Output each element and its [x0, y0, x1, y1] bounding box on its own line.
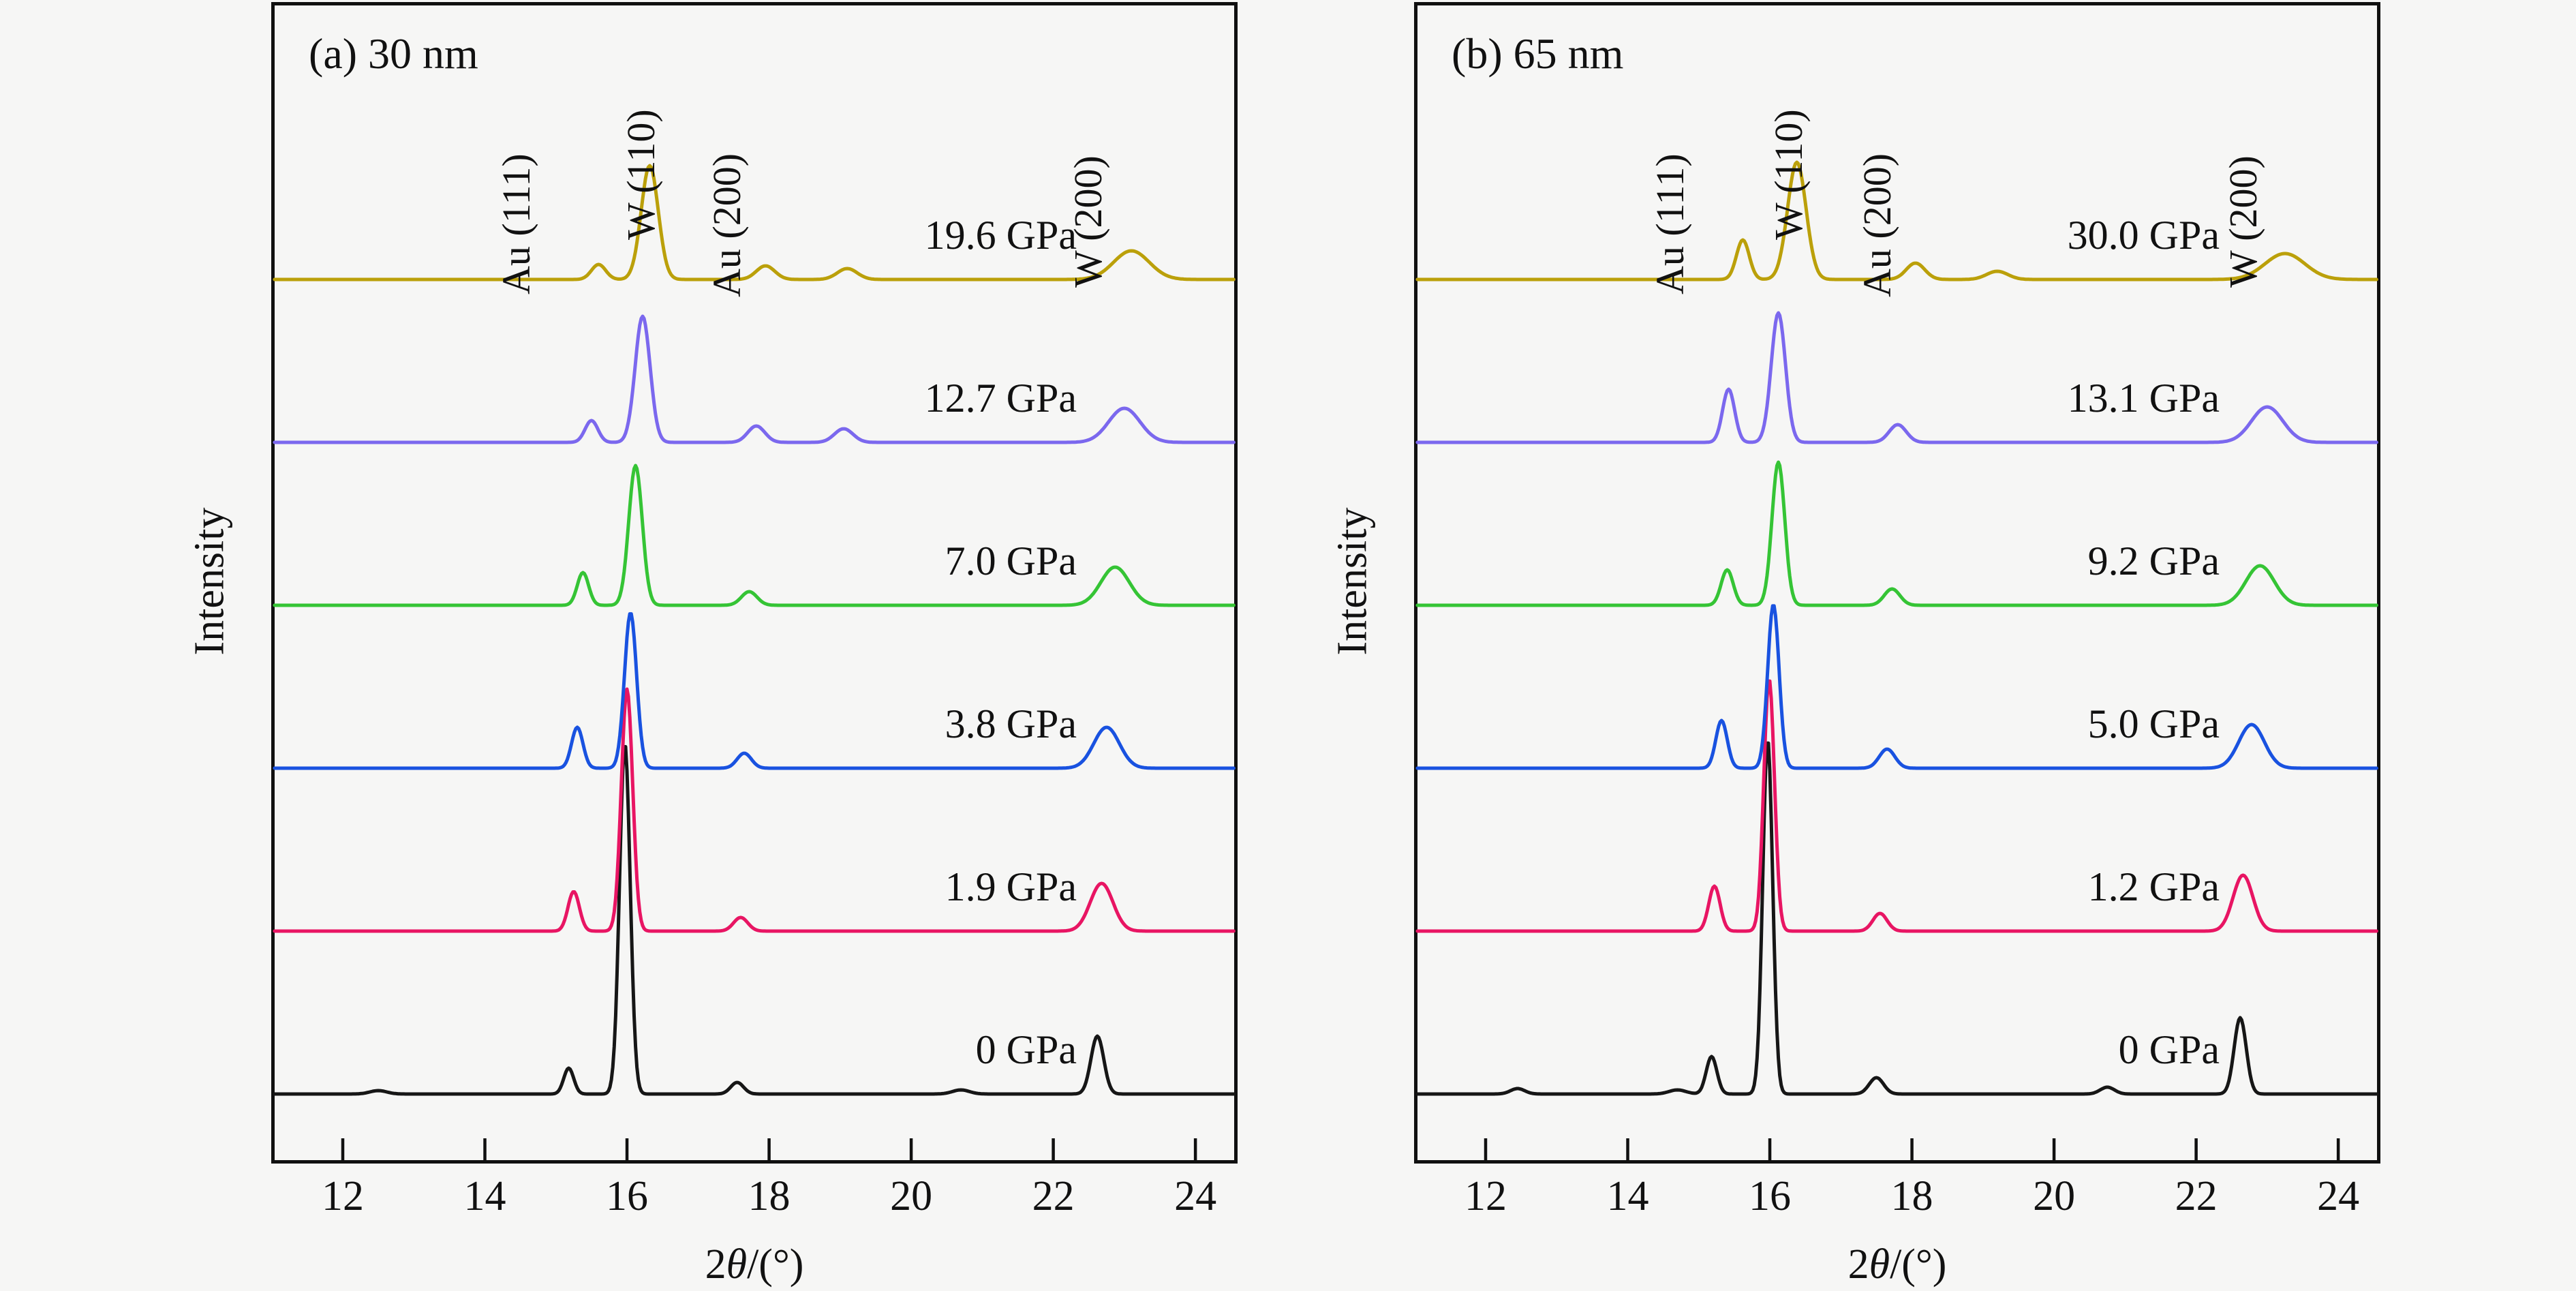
pressure-label-1-9-gpa: 1.9 GPa: [945, 864, 1077, 909]
x-tick-label-24: 24: [2317, 1173, 2360, 1219]
pressure-label-0-gpa: 0 GPa: [2118, 1027, 2220, 1072]
panel-a-plot: [273, 164, 1236, 1160]
pressure-label-3-8-gpa: 3.8 GPa: [945, 701, 1077, 746]
peak-label-au-200: Au (200): [704, 153, 749, 297]
x-tick-label-12: 12: [322, 1173, 364, 1219]
curve-0-gpa: [273, 745, 1236, 1096]
xlabel-prefix: 2: [705, 1241, 726, 1288]
peak-label-au-200: Au (200): [1855, 153, 1900, 297]
panel-a-x-axis-label: 2θ/(°): [275, 1241, 1234, 1289]
xlabel-suffix: /(°): [747, 1241, 804, 1288]
curve-30-0-gpa: [1415, 160, 2378, 282]
peak-label-au-111: Au (111): [1647, 153, 1692, 294]
x-tick-label-18: 18: [748, 1173, 791, 1219]
x-tick-label-14: 14: [463, 1173, 506, 1219]
peak-label-w-200: W (200): [1066, 155, 1111, 288]
curve-12-7-gpa: [273, 314, 1236, 444]
x-tick-label-16: 16: [1749, 1173, 1792, 1219]
x-tick-label-22: 22: [1032, 1173, 1075, 1219]
pressure-label-12-7-gpa: 12.7 GPa: [924, 376, 1077, 421]
pressure-label-30-0-gpa: 30.0 GPa: [2067, 213, 2220, 258]
peak-label-w-200: W (200): [2221, 155, 2266, 288]
curve-7-0-gpa: [273, 464, 1236, 607]
x-tick-label-20: 20: [2033, 1173, 2076, 1219]
panel-b-y-axis-label: Intensity: [1329, 507, 1376, 656]
pressure-label-7-0-gpa: 7.0 GPa: [945, 538, 1077, 583]
curve-9-2-gpa: [1415, 460, 2378, 607]
panel-a-y-axis-label: Intensity: [186, 507, 233, 656]
curve-0-gpa: [1415, 741, 2378, 1096]
x-tick-label-14: 14: [1606, 1173, 1649, 1219]
x-tick-label-12: 12: [1465, 1173, 1507, 1219]
peak-label-au-111: Au (111): [494, 153, 539, 294]
x-tick-label-16: 16: [606, 1173, 649, 1219]
x-tick-label-24: 24: [1174, 1173, 1217, 1219]
panel-b-x-axis-label: 2θ/(°): [1417, 1241, 2377, 1289]
panel-a: (a) 30 nm Intensity 2θ/(°) 12 14 16 18 20 22 2…: [187, 2, 1238, 1288]
xlabel-prefix: 2: [1847, 1241, 1869, 1288]
pressure-label-19-6-gpa: 19.6 GPa: [924, 213, 1077, 258]
panel-b-title: (b) 65 nm: [1452, 29, 1624, 78]
pressure-label-5-0-gpa: 5.0 GPa: [2087, 701, 2220, 746]
curve-5-0-gpa: [1415, 604, 2378, 770]
xlabel-suffix: /(°): [1890, 1241, 1947, 1288]
xlabel-theta-symbol: θ: [1869, 1241, 1890, 1288]
pressure-label-0-gpa: 0 GPa: [975, 1027, 1077, 1072]
x-tick-label-22: 22: [2175, 1173, 2218, 1219]
x-tick-label-18: 18: [1890, 1173, 1933, 1219]
panel-b: (b) 65 nm Intensity 2θ/(°) 12 14 16 18 20 22 2…: [1330, 2, 2380, 1288]
panel-a-title: (a) 30 nm: [309, 29, 478, 78]
pressure-label-1-2-gpa: 1.2 GPa: [2087, 864, 2220, 909]
curve-19-6-gpa: [273, 164, 1236, 282]
pressure-label-9-2-gpa: 9.2 GPa: [2087, 538, 2220, 583]
curve-1-2-gpa: [1415, 679, 2378, 933]
panel-b-plot: [1415, 160, 2378, 1160]
peak-label-w-110: W (110): [618, 109, 663, 240]
curve-13-1-gpa: [1415, 311, 2378, 444]
curve-1-9-gpa: [273, 687, 1236, 933]
peak-label-w-110: W (110): [1766, 109, 1811, 240]
pressure-label-13-1-gpa: 13.1 GPa: [2067, 376, 2220, 421]
xlabel-theta-symbol: θ: [726, 1241, 748, 1288]
curve-3-8-gpa: [273, 612, 1236, 770]
x-tick-label-20: 20: [890, 1173, 933, 1219]
